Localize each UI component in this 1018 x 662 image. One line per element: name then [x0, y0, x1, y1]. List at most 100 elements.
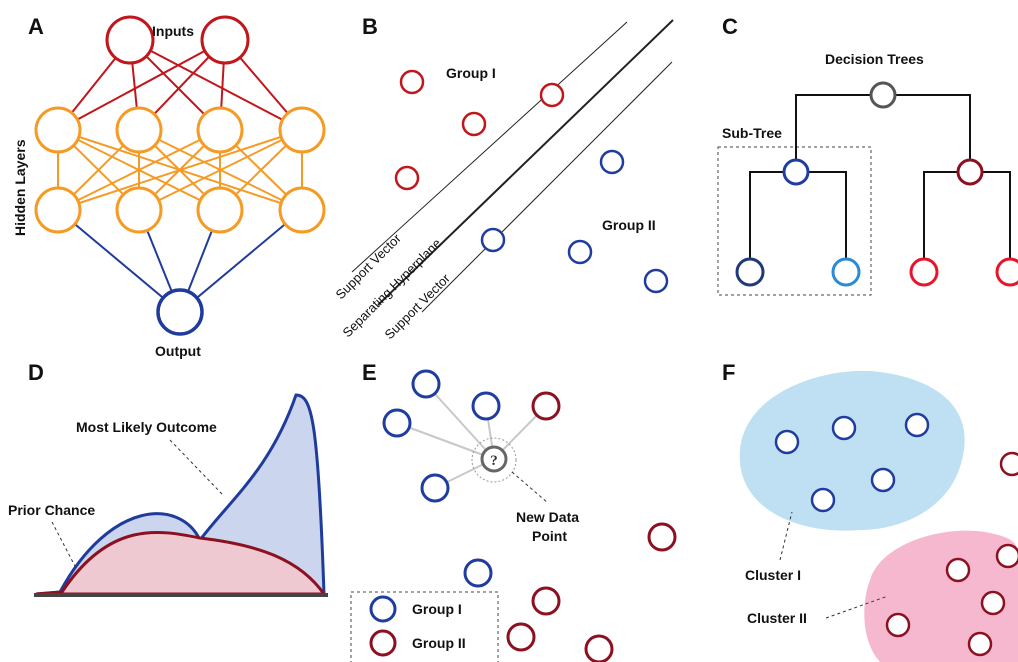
output-node	[156, 288, 204, 336]
hidden-connection	[57, 129, 303, 211]
group-ii-point	[599, 149, 625, 175]
panel-f-letter: F	[722, 360, 735, 385]
group-i-point	[463, 558, 493, 588]
group-ii-point	[643, 268, 669, 294]
panel-b-support-vector-machine: B Group I Group II Support Vector Separa…	[333, 14, 674, 342]
panel-a-neural-network: A Inputs Hidden Layers Output	[12, 14, 326, 359]
knn-data-points	[382, 369, 677, 662]
right-branch-node	[956, 158, 984, 186]
cluster-i-point	[831, 415, 857, 441]
panel-d-letter: D	[28, 360, 44, 385]
leaf-node	[831, 257, 861, 287]
group-i-label: Group I	[446, 65, 496, 81]
svm-data-points	[394, 69, 669, 294]
panel-c-letter: C	[722, 14, 738, 39]
legend-group-ii-label: Group II	[412, 635, 466, 651]
network-connections	[57, 39, 303, 313]
input-node	[200, 15, 250, 65]
neighbor-link	[396, 422, 495, 460]
neighbor-links	[396, 383, 547, 489]
output-label: Output	[155, 343, 201, 359]
decision-trees-title: Decision Trees	[825, 51, 924, 67]
hidden-node	[34, 106, 82, 154]
input-connection	[57, 39, 226, 131]
new-data-label-2: Point	[532, 528, 567, 544]
group-ii-label: Group II	[602, 217, 656, 233]
new-point-pointer	[511, 471, 549, 504]
cluster-data-points	[774, 412, 1018, 657]
group-ii-point	[567, 239, 593, 265]
cluster-ii-label: Cluster II	[747, 610, 807, 626]
output-connection	[179, 209, 303, 313]
new-point-halo	[471, 437, 517, 483]
hidden-node	[115, 106, 163, 154]
group-ii-point	[531, 586, 561, 616]
hidden-node	[278, 186, 326, 234]
cluster-i-region	[739, 370, 965, 531]
likely-outcome-pointer	[169, 439, 223, 495]
cluster-ii-point	[885, 612, 911, 638]
subtree-root-node	[782, 158, 810, 186]
hidden-layers-label: Hidden Layers	[12, 139, 28, 236]
group-i-point	[411, 369, 441, 399]
input-connection	[129, 39, 303, 131]
sub-tree-label: Sub-Tree	[722, 125, 782, 141]
panel-e-nearest-neighbors: E ? New Data Point Group I Group II	[350, 360, 677, 662]
hidden-connection	[57, 129, 221, 211]
new-data-label-1: New Data	[516, 509, 579, 525]
prior-chance-pointer	[51, 521, 77, 569]
hidden-node	[34, 186, 82, 234]
cluster-ii-point	[945, 557, 971, 583]
legend-group-i-label: Group I	[412, 601, 462, 617]
cluster-ii-point	[967, 631, 993, 657]
leaf-node	[995, 257, 1018, 287]
input-node	[105, 15, 155, 65]
sub-tree-box	[717, 146, 872, 296]
cluster-ii-pointer	[825, 595, 889, 619]
group-ii-point	[480, 227, 506, 253]
cluster-ii-point	[995, 543, 1018, 569]
new-data-point	[480, 445, 508, 473]
group-i-point	[420, 473, 450, 503]
group-i-point	[539, 82, 565, 108]
network-nodes	[34, 15, 326, 336]
panel-f-clustering: F Cluster I Cluster II	[722, 360, 1018, 662]
tree-branches	[749, 94, 1011, 270]
panel-e-letter: E	[362, 360, 377, 385]
group-i-point	[394, 165, 420, 191]
group-ii-point	[531, 391, 561, 421]
group-i-point	[471, 391, 501, 421]
cluster-i-point	[904, 412, 930, 438]
separating-hyperplane-line	[377, 19, 674, 306]
cluster-i-point	[810, 487, 836, 513]
legend-group-i-marker	[369, 595, 397, 623]
prior-chance-label: Prior Chance	[8, 502, 95, 518]
panel-b-letter: B	[362, 14, 378, 39]
cluster-ii-point	[999, 451, 1018, 477]
neighbor-link	[425, 383, 495, 460]
hidden-connection	[138, 129, 303, 211]
upper-support-vector-line	[351, 21, 628, 273]
legend-box	[350, 591, 499, 662]
lower-support-vector-line	[421, 61, 673, 313]
group-ii-point	[647, 522, 677, 552]
cluster-i-pointer	[779, 511, 793, 561]
group-ii-point	[506, 622, 536, 652]
inputs-label: Inputs	[152, 23, 194, 39]
cluster-i-point	[774, 429, 800, 455]
tree-nodes	[735, 81, 1018, 287]
output-connection	[57, 209, 181, 313]
group-ii-point	[584, 634, 614, 662]
most-likely-outcome-label: Most Likely Outcome	[76, 419, 217, 435]
panel-d-bayesian: D Most Likely Outcome Prior Chance	[8, 360, 328, 597]
unknown-mark: ?	[490, 453, 498, 469]
leaf-node	[735, 257, 765, 287]
group-i-point	[461, 111, 487, 137]
group-i-point	[399, 69, 425, 95]
hidden-node	[115, 186, 163, 234]
leaf-node	[909, 257, 939, 287]
root-node	[869, 81, 897, 109]
panel-a-letter: A	[28, 14, 44, 39]
cluster-ii-point	[980, 590, 1006, 616]
